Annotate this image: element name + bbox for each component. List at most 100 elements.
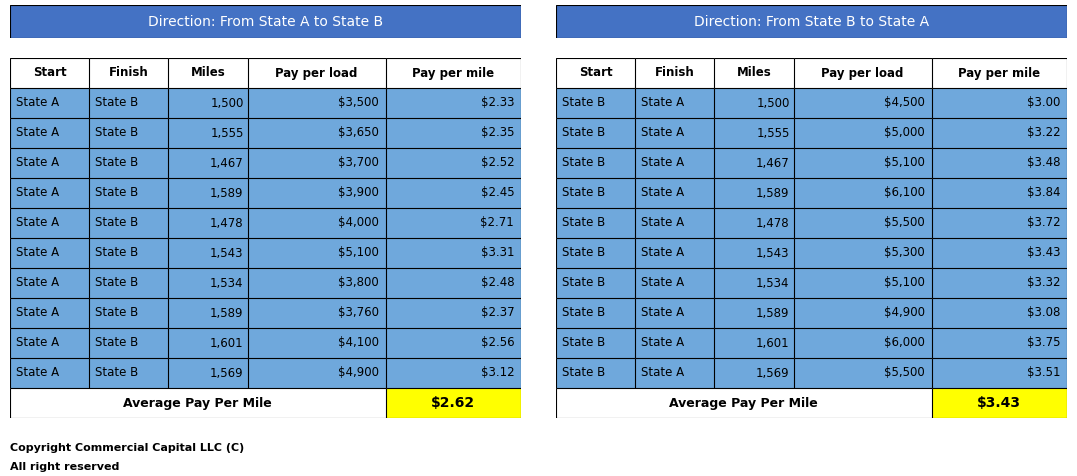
Text: State B: State B: [561, 247, 605, 259]
Text: 1,478: 1,478: [210, 217, 243, 229]
Text: Miles: Miles: [737, 67, 771, 79]
Text: $5,000: $5,000: [884, 127, 925, 139]
Text: State B: State B: [561, 157, 605, 169]
Text: State B: State B: [95, 367, 138, 379]
Text: State A: State A: [15, 157, 58, 169]
Text: Direction: From State B to State A: Direction: From State B to State A: [694, 14, 929, 29]
Text: $5,100: $5,100: [884, 157, 925, 169]
Text: $2.45: $2.45: [480, 187, 514, 199]
Text: $2.56: $2.56: [480, 337, 514, 349]
Text: $5,300: $5,300: [884, 247, 925, 259]
Text: State A: State A: [641, 217, 684, 229]
Text: 1,589: 1,589: [210, 187, 243, 199]
Text: State A: State A: [641, 97, 684, 109]
Text: $3,900: $3,900: [338, 187, 379, 199]
Text: $3,800: $3,800: [338, 277, 379, 289]
Text: State A: State A: [641, 187, 684, 199]
Text: State A: State A: [641, 277, 684, 289]
Text: $2.35: $2.35: [480, 127, 514, 139]
Text: State B: State B: [561, 127, 605, 139]
Text: State A: State A: [15, 127, 58, 139]
Text: $3.22: $3.22: [1026, 127, 1060, 139]
Text: $3.84: $3.84: [1026, 187, 1060, 199]
Text: State A: State A: [15, 217, 58, 229]
Text: State B: State B: [95, 307, 138, 319]
Text: 1,543: 1,543: [756, 247, 789, 259]
Text: 1,467: 1,467: [210, 157, 243, 169]
Text: $5,100: $5,100: [884, 277, 925, 289]
Text: $4,100: $4,100: [338, 337, 379, 349]
Text: $3.31: $3.31: [480, 247, 514, 259]
Text: $2.71: $2.71: [480, 217, 514, 229]
Text: $4,000: $4,000: [338, 217, 379, 229]
Text: $5,100: $5,100: [338, 247, 379, 259]
Text: State B: State B: [561, 367, 605, 379]
Text: 1,601: 1,601: [210, 337, 243, 349]
Text: $2.37: $2.37: [480, 307, 514, 319]
Text: State B: State B: [95, 187, 138, 199]
Text: $3.08: $3.08: [1026, 307, 1060, 319]
Text: State A: State A: [641, 127, 684, 139]
Text: Start: Start: [578, 67, 613, 79]
Text: State A: State A: [15, 247, 58, 259]
Text: $3.51: $3.51: [1026, 367, 1060, 379]
Text: Finish: Finish: [655, 67, 695, 79]
Text: $4,900: $4,900: [884, 307, 925, 319]
Text: 1,589: 1,589: [756, 187, 789, 199]
Text: State B: State B: [95, 277, 138, 289]
Text: $3.48: $3.48: [1026, 157, 1060, 169]
Text: 1,543: 1,543: [210, 247, 243, 259]
Text: State B: State B: [561, 277, 605, 289]
Text: State B: State B: [561, 217, 605, 229]
Text: State A: State A: [15, 277, 58, 289]
Text: Copyright Commercial Capital LLC (C): Copyright Commercial Capital LLC (C): [10, 443, 244, 453]
Text: State B: State B: [95, 217, 138, 229]
Text: Pay per load: Pay per load: [822, 67, 904, 79]
Text: Pay per load: Pay per load: [276, 67, 358, 79]
Text: $5,500: $5,500: [884, 367, 925, 379]
Text: $3.72: $3.72: [1026, 217, 1060, 229]
Text: 1,555: 1,555: [756, 127, 789, 139]
Text: $3.12: $3.12: [480, 367, 514, 379]
Text: State B: State B: [95, 157, 138, 169]
Text: $3.43: $3.43: [1026, 247, 1060, 259]
Text: $5,500: $5,500: [884, 217, 925, 229]
Text: $3,760: $3,760: [338, 307, 379, 319]
Text: 1,478: 1,478: [756, 217, 789, 229]
Text: Direction: From State A to State B: Direction: From State A to State B: [148, 14, 383, 29]
Text: State B: State B: [561, 187, 605, 199]
Text: $3.75: $3.75: [1026, 337, 1060, 349]
Text: State A: State A: [15, 97, 58, 109]
Text: State A: State A: [641, 157, 684, 169]
Text: $2.52: $2.52: [480, 157, 514, 169]
Text: State B: State B: [561, 307, 605, 319]
Text: 1,569: 1,569: [756, 367, 789, 379]
Text: State B: State B: [95, 247, 138, 259]
Text: $3.43: $3.43: [977, 396, 1021, 410]
Text: 1,500: 1,500: [756, 97, 789, 109]
Text: State B: State B: [95, 337, 138, 349]
Text: 1,601: 1,601: [756, 337, 789, 349]
Text: 1,534: 1,534: [210, 277, 243, 289]
Text: Average Pay Per Mile: Average Pay Per Mile: [124, 397, 272, 409]
Text: Finish: Finish: [109, 67, 149, 79]
Text: Pay per mile: Pay per mile: [412, 67, 494, 79]
Text: State B: State B: [95, 97, 138, 109]
Text: $6,100: $6,100: [884, 187, 925, 199]
Text: $2.33: $2.33: [480, 97, 514, 109]
Text: $3,700: $3,700: [338, 157, 379, 169]
Text: 1,589: 1,589: [210, 307, 243, 319]
Text: 1,569: 1,569: [210, 367, 243, 379]
Text: State A: State A: [641, 337, 684, 349]
Text: State B: State B: [561, 97, 605, 109]
Text: State A: State A: [641, 367, 684, 379]
Text: $2.62: $2.62: [431, 396, 475, 410]
Text: State A: State A: [15, 367, 58, 379]
Text: All right reserved: All right reserved: [10, 462, 120, 472]
Text: State A: State A: [15, 307, 58, 319]
Text: State A: State A: [15, 187, 58, 199]
Text: 1,555: 1,555: [210, 127, 243, 139]
Text: State A: State A: [641, 307, 684, 319]
Text: Average Pay Per Mile: Average Pay Per Mile: [670, 397, 819, 409]
Text: $3.00: $3.00: [1026, 97, 1060, 109]
